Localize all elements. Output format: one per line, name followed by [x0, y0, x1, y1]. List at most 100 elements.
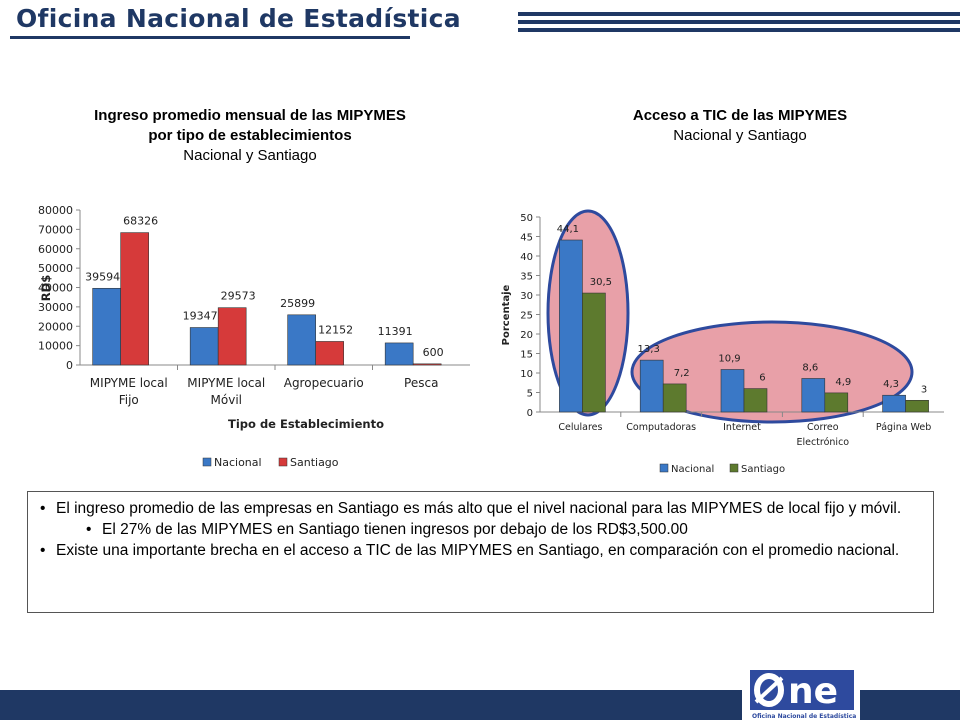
category-label: Internet [723, 422, 761, 433]
y-tick-label: 30 [520, 291, 533, 302]
data-label: 4,3 [883, 379, 899, 390]
bullet-item: Existe una importante brecha en el acces… [38, 540, 923, 561]
sub-bullet-item: El 27% de las MIPYMES en Santiago tienen… [38, 519, 923, 540]
y-tick-label: 20000 [38, 320, 73, 333]
bar-santiago [662, 383, 687, 413]
legend-label: Santiago [741, 464, 785, 475]
y-tick-label: 25 [520, 311, 533, 322]
highlight-ellipse [546, 209, 630, 417]
bar-nacional [559, 239, 583, 413]
data-label: 4,9 [835, 377, 851, 388]
data-label: 12152 [318, 323, 353, 336]
bar-santiago [217, 307, 247, 366]
legend-swatch [659, 463, 669, 473]
legend-swatch [278, 457, 288, 467]
chart1-subtitle: Nacional y Santiago [183, 147, 317, 164]
chart1-title-line-2: por tipo de establecimientos [148, 127, 352, 144]
bar-santiago [120, 232, 149, 366]
y-tick-label: 0 [66, 359, 73, 372]
bar-nacional [384, 342, 414, 366]
category-label: Celulares [558, 422, 602, 433]
data-label: 29573 [221, 290, 256, 303]
bar-santiago [412, 363, 442, 366]
bar-santiago [905, 399, 929, 413]
x-axis-title: Tipo de Establecimiento [228, 417, 384, 431]
bar-santiago [824, 392, 849, 413]
data-label: 30,5 [590, 277, 612, 288]
bar-santiago [582, 292, 606, 413]
category-label: Pesca [404, 376, 438, 390]
logo-caption: Oficina Nacional de Estadística [752, 713, 856, 720]
title-underline [10, 36, 410, 39]
data-label: 25899 [280, 297, 315, 310]
bar-nacional [92, 287, 121, 366]
y-tick-label: 10 [520, 369, 533, 380]
data-label: 6 [759, 373, 765, 384]
bar-santiago [743, 388, 768, 413]
legend-label: Nacional [214, 456, 262, 469]
one-logo: ne Oficina Nacional de Estadística [742, 664, 860, 720]
data-label: 10,9 [718, 353, 740, 364]
y-tick-label: 80000 [38, 204, 73, 217]
summary-box: El ingreso promedio de las empresas en S… [27, 491, 934, 613]
y-tick-label: 35 [520, 272, 533, 283]
bar-nacional [801, 378, 826, 413]
category-label: MIPYME local [187, 376, 265, 390]
category-label: Correo [807, 422, 839, 433]
legend-label: Santiago [290, 456, 339, 469]
y-tick-label: 50000 [38, 262, 73, 275]
logo-wordmark: ne [788, 671, 838, 712]
data-label: 600 [423, 346, 444, 359]
data-label: 3 [921, 384, 927, 395]
bar-nacional [882, 394, 906, 413]
chart1-title: Ingreso promedio mensual de las MIPYMES … [40, 106, 460, 166]
category-label: Página Web [876, 422, 931, 433]
header-stripe-1 [518, 12, 960, 16]
y-tick-label: 5 [527, 389, 533, 400]
logo-slash [754, 676, 784, 704]
y-tick-label: 15 [520, 350, 533, 361]
bar-nacional [720, 369, 745, 413]
category-label: Fijo [119, 393, 139, 407]
chart2-title: Acceso a TIC de las MIPYMES Nacional y S… [530, 106, 950, 146]
category-label: Computadoras [626, 422, 696, 433]
page-title: Oficina Nacional de Estadística [16, 4, 461, 33]
y-tick-label: 70000 [38, 223, 73, 236]
y-tick-label: 60000 [38, 243, 73, 256]
data-label: 7,2 [674, 368, 690, 379]
data-label: 19347 [183, 310, 218, 323]
header-stripe-2 [518, 20, 960, 24]
category-label: Electrónico [796, 437, 849, 448]
logo-zero-ring [754, 673, 784, 707]
bar-santiago [315, 341, 344, 366]
data-label: 44,1 [557, 224, 579, 235]
header-stripe-3 [518, 28, 960, 32]
chart1-title-line-1: Ingreso promedio mensual de las MIPYMES [94, 107, 406, 124]
y-tick-label: 0 [527, 408, 533, 419]
chart2-subtitle: Nacional y Santiago [673, 127, 807, 144]
data-label: 8,6 [802, 362, 818, 373]
legend-label: Nacional [671, 464, 714, 475]
bar-nacional [287, 314, 316, 366]
data-label: 68326 [123, 215, 158, 228]
highlight-ellipse [630, 320, 914, 424]
y-axis-title: RD$ [39, 275, 53, 301]
legend-swatch [729, 463, 739, 473]
bar-nacional [189, 327, 219, 366]
y-tick-label: 30000 [38, 301, 73, 314]
y-axis-title: Porcentaje [501, 284, 512, 345]
category-label: MIPYME local [90, 376, 168, 390]
bar-nacional [639, 359, 664, 413]
legend-swatch [202, 457, 212, 467]
one-logo-graphic: ne Oficina Nacional de Estadística [750, 670, 856, 720]
data-label: 39594 [85, 270, 120, 283]
y-tick-label: 10000 [38, 340, 73, 353]
category-label: Móvil [211, 393, 242, 407]
y-tick-label: 40000 [38, 282, 73, 295]
bullet-item: El ingreso promedio de las empresas en S… [38, 498, 923, 519]
y-tick-label: 50 [520, 213, 533, 224]
y-tick-label: 40 [520, 252, 533, 263]
data-label: 13,3 [638, 344, 660, 355]
chart2-title-line-1: Acceso a TIC de las MIPYMES [632, 107, 848, 124]
category-label: Agropecuario [284, 376, 364, 390]
